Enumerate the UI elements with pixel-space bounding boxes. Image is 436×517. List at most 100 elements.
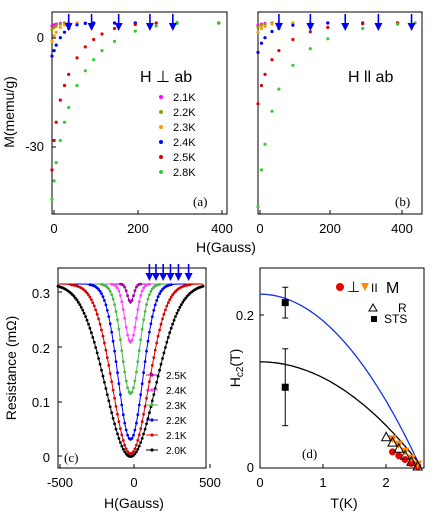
data-point-II M-4: [413, 460, 423, 469]
data-point-2.1K-38: [111, 388, 115, 392]
data-point-2.4K-3: [270, 29, 274, 34]
data-point-2.4K-1: [259, 41, 264, 45]
data-point-2.0K-27: [95, 351, 99, 355]
data-point-2.0K-55: [136, 447, 140, 451]
data-point-2.2K-3: [58, 22, 62, 26]
data-point-2.5K-2: [263, 72, 267, 76]
panel-c-ytick-0.2: 0.2: [32, 341, 50, 356]
data-point-2.0K-14: [76, 300, 80, 304]
data-point-2.0K-79: [171, 322, 175, 326]
data-point-2.8K-4: [277, 87, 281, 91]
data-point-2.1K-74: [164, 308, 167, 312]
panel-d-legend-perp: ⊥: [347, 279, 360, 296]
data-point-2.5K-4: [277, 49, 281, 53]
data-point-2.5K-2: [54, 120, 58, 124]
data-point-2.3K-35: [107, 287, 111, 291]
panel-c-ylabel: Resistance (mΩ): [3, 316, 19, 421]
panel-c-xtick-500: 500: [199, 475, 221, 490]
data-point-2.0K-65: [150, 399, 154, 403]
panel-b-label: (b): [395, 194, 410, 209]
data-point-2.1K-45: [121, 439, 125, 442]
data-point-2.0K-16: [79, 305, 83, 309]
data-point-2.3K-43: [119, 338, 122, 342]
data-point-2.0K-12: [74, 296, 77, 300]
arrow-1-head: [87, 23, 96, 31]
panel-b-field-label: H ll ab: [348, 69, 393, 86]
arrow-0-head: [274, 23, 283, 31]
data-point-2.2K-60: [143, 360, 147, 363]
data-point-II M-0: [387, 435, 397, 444]
arrow-2-head: [159, 273, 168, 281]
data-point-2.1K-26: [94, 308, 98, 312]
panel-a-xtick-0: 0: [50, 221, 57, 236]
legend-marker-2.3K: [159, 125, 163, 129]
data-point-2.4K-0: [50, 54, 54, 58]
data-point-2.0K-41: [116, 432, 119, 436]
data-point-2.2K-62: [146, 339, 150, 343]
data-point-2.5K-7: [326, 25, 330, 29]
data-point-2.3K-3: [270, 22, 274, 26]
data-point-2.0K-87: [182, 298, 186, 302]
data-point-2.2K-0: [256, 25, 260, 29]
data-point-2.4K-50: [129, 340, 132, 344]
data-point-2.2K-29: [98, 289, 102, 293]
data-point-2.2K-68: [155, 299, 159, 302]
data-point-2.2K-46: [123, 421, 127, 425]
arrow-3-head: [145, 23, 154, 31]
panel-a-label: (a): [193, 194, 207, 209]
data-point-R-2: [393, 442, 405, 453]
data-point-2.3K-56: [137, 349, 141, 353]
arrow-2-head: [114, 23, 123, 31]
legend-label-2.0K: 2.0K: [166, 446, 187, 457]
data-point-2.1K-63: [148, 380, 151, 384]
data-point-2.2K-37: [110, 330, 114, 334]
data-point-2.2K-71: [159, 289, 163, 293]
data-point-2.3K-60: [143, 310, 147, 313]
data-point-2.5K-9: [100, 32, 104, 36]
data-point-2.1K-0: [256, 23, 260, 27]
data-point-2.0K-45: [121, 447, 125, 451]
data-point-2.0K-20: [85, 318, 89, 322]
data-point-2.4K-1: [52, 49, 56, 53]
data-point-2.3K-45: [121, 360, 125, 363]
data-point-2.1K-23: [90, 298, 93, 302]
data-point-2.3K-51: [130, 390, 134, 394]
data-point-2.3K-37: [110, 293, 114, 296]
legend-marker-2.0K: [150, 448, 154, 452]
arrow-4-head: [168, 23, 177, 31]
data-point-2.0K-40: [114, 427, 118, 431]
data-point-2.8K-2: [263, 142, 267, 146]
data-point-2.2K-40: [114, 360, 118, 363]
data-point-2.2K-51: [130, 437, 134, 440]
panel-d-marks: [259, 286, 424, 471]
data-point-2.2K-0: [50, 28, 54, 32]
data-point-2.2K-56: [137, 403, 141, 407]
data-point-2.3K-1: [52, 34, 56, 38]
data-point-2.3K-42: [117, 327, 121, 331]
data-point-2.0K-35: [107, 399, 111, 403]
data-point-2.3K-1: [259, 26, 264, 31]
data-point-2.1K-71: [159, 322, 163, 326]
legend-label-2.8K: 2.8K: [173, 167, 196, 179]
data-point-R-5: [412, 460, 424, 471]
data-point-2.0K-63: [148, 411, 151, 415]
panel-d-label: (d): [302, 446, 317, 461]
data-point-2.1K-57: [139, 427, 143, 430]
data-point-2.5K-5: [67, 72, 71, 76]
data-point-2.8K-12: [154, 24, 158, 28]
data-point-2.3K-47: [124, 379, 128, 383]
fit-curve-1: [259, 361, 422, 466]
data-point-2.0K-43: [119, 441, 122, 444]
data-point-2.0K-76: [166, 336, 170, 339]
data-point-2.2K-34: [105, 308, 109, 312]
data-point-2.2K-64: [149, 322, 153, 326]
data-point-2.0K-72: [161, 357, 164, 360]
data-point-2.0K-78: [169, 326, 173, 330]
data-point-2.1K-34: [105, 356, 109, 359]
panel-d-frame: [259, 267, 425, 469]
data-point-2.3K-2: [54, 30, 58, 34]
data-point-2.2K-61: [145, 349, 148, 353]
panel-d-xtick-2: 2: [382, 475, 389, 490]
data-point-2.3K-62: [146, 297, 150, 301]
data-point-2.4K-58: [140, 289, 144, 293]
